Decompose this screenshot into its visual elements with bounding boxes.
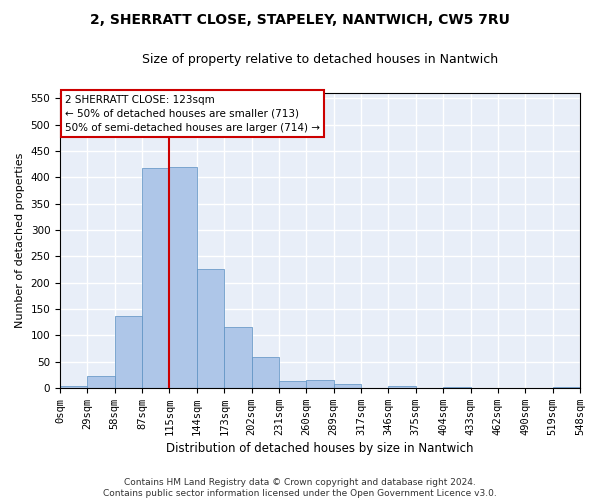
Bar <box>388 386 416 388</box>
Bar <box>197 269 224 388</box>
Bar <box>443 387 470 388</box>
Bar <box>279 381 307 388</box>
X-axis label: Distribution of detached houses by size in Nantwich: Distribution of detached houses by size … <box>166 442 474 455</box>
Bar <box>115 316 142 388</box>
Bar <box>169 166 197 388</box>
Y-axis label: Number of detached properties: Number of detached properties <box>15 153 25 328</box>
Text: 2, SHERRATT CLOSE, STAPELEY, NANTWICH, CW5 7RU: 2, SHERRATT CLOSE, STAPELEY, NANTWICH, C… <box>90 12 510 26</box>
Bar <box>60 386 88 388</box>
Title: Size of property relative to detached houses in Nantwich: Size of property relative to detached ho… <box>142 52 498 66</box>
Bar <box>224 327 251 388</box>
Bar <box>142 168 169 388</box>
Bar <box>307 380 334 388</box>
Bar <box>334 384 361 388</box>
Bar <box>251 358 279 388</box>
Bar <box>88 376 115 388</box>
Text: Contains HM Land Registry data © Crown copyright and database right 2024.
Contai: Contains HM Land Registry data © Crown c… <box>103 478 497 498</box>
Text: 2 SHERRATT CLOSE: 123sqm
← 50% of detached houses are smaller (713)
50% of semi-: 2 SHERRATT CLOSE: 123sqm ← 50% of detach… <box>65 94 320 132</box>
